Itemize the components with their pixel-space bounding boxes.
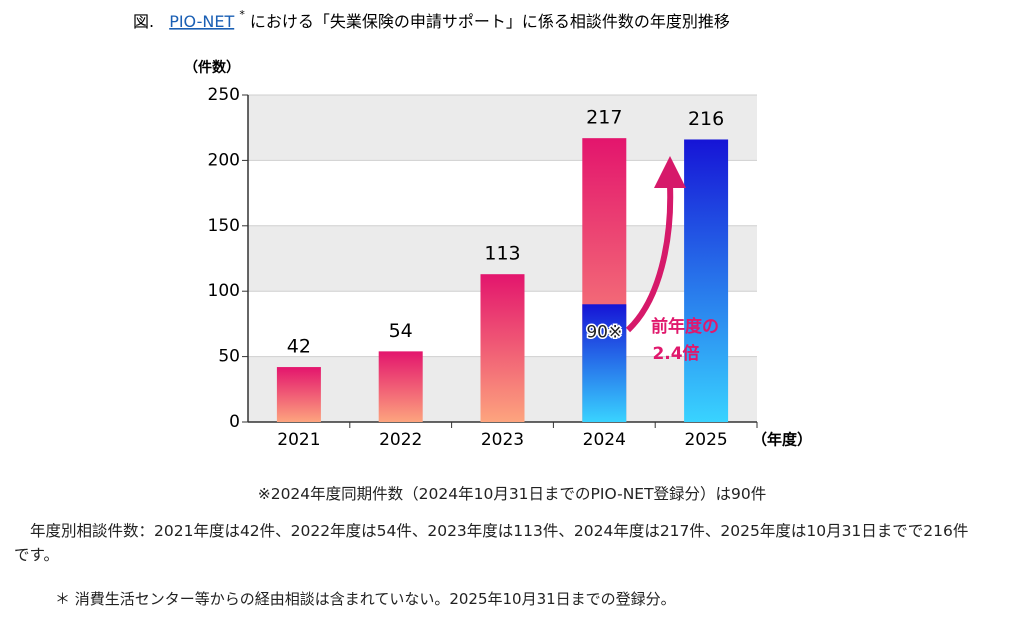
chart: 図. PIO-NET * における「失業保険の申請サポート」に係る相談件数の年度… — [133, 5, 812, 450]
value-label: 42 — [287, 336, 311, 358]
value-label: 216 — [688, 108, 724, 130]
x-tick-label: 2023 — [481, 430, 524, 450]
arrow-head — [654, 156, 686, 188]
same-period-note: ※2024年度同期件数（2024年10月31日までのPIO-NET登録分）は90… — [257, 485, 767, 503]
bar — [378, 351, 423, 422]
x-tick-label: 2022 — [379, 430, 422, 450]
y-tick-label: 200 — [208, 150, 240, 170]
same-period-label: 90※ — [586, 322, 622, 342]
same-period-segment — [582, 304, 627, 422]
x-tick-label: 2024 — [583, 430, 626, 450]
y-tick-label: 250 — [208, 85, 240, 105]
summary: 年度別相談件数：2021年度は42件、2022年度は54件、2023年度は113… — [14, 522, 969, 564]
x-tick-label: 2025 — [684, 430, 727, 450]
value-label: 113 — [484, 243, 520, 265]
title-link[interactable]: PIO-NET — [169, 12, 234, 31]
increase-arrow — [625, 184, 674, 333]
y-tick-label: 100 — [208, 281, 240, 301]
grid-band — [248, 95, 757, 161]
annotation-line: 前年度の — [651, 316, 719, 337]
x-tick-label: 2021 — [277, 430, 320, 450]
value-label: 217 — [586, 107, 622, 129]
title-mark: * — [239, 8, 245, 21]
y-tick-label: 50 — [218, 347, 240, 367]
annotation: 前年度の 2.4倍 — [651, 316, 725, 364]
title-prefix: 図. — [133, 12, 154, 31]
title-rest: における「失業保険の申請サポート」に係る相談件数の年度別推移 — [250, 12, 730, 31]
y-tick-label: 150 — [208, 216, 240, 236]
value-label: 54 — [389, 320, 413, 342]
title: 図. PIO-NET * における「失業保険の申請サポート」に係る相談件数の年度… — [133, 5, 730, 31]
x-axis-label: （年度） — [752, 431, 812, 449]
bar — [684, 139, 729, 423]
y-tick-label: 0 — [229, 412, 240, 432]
annotation-line: 2.4倍 — [652, 343, 699, 364]
bar — [276, 367, 321, 422]
bar — [480, 274, 525, 422]
y-axis-label: （件数） — [184, 59, 240, 76]
footnote: ＊ 消費生活センター等からの経由相談は含まれていない。2025年10月31日まで… — [55, 590, 676, 608]
